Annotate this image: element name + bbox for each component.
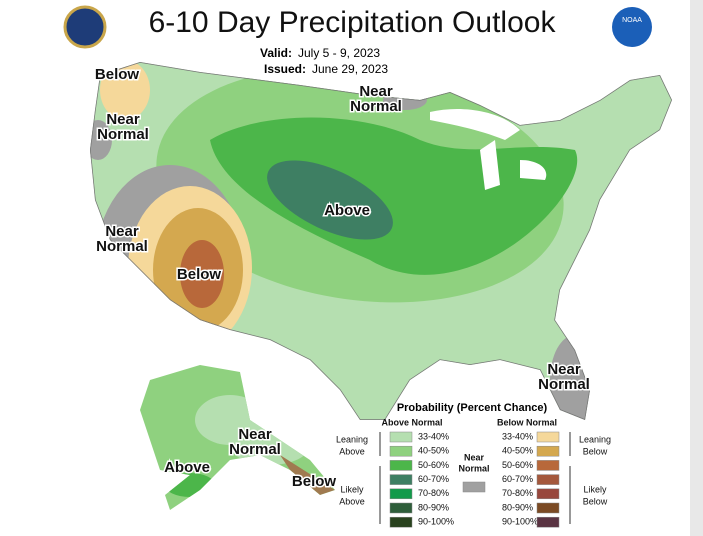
legend-swatch <box>536 474 560 485</box>
map-label: Near <box>105 223 139 240</box>
map-label: Normal <box>96 238 148 255</box>
legend-swatch <box>389 431 413 443</box>
legend-label: 80-90% <box>418 502 449 512</box>
valid-dates: July 5 - 9, 2023 <box>298 46 380 60</box>
legend-label: 50-60% <box>502 460 533 470</box>
title: 6-10 Day Precipitation Outlook <box>149 6 557 39</box>
legend-swatch <box>389 460 413 471</box>
conus-map <box>90 62 672 420</box>
legend-label: 60-70% <box>502 474 533 484</box>
map-label: Above <box>164 459 210 476</box>
legend-group: Above <box>339 496 365 506</box>
legend-group: Leaning <box>336 434 368 444</box>
valid-label: Valid: <box>260 46 292 60</box>
legend-label: 80-90% <box>502 502 533 512</box>
noaa-logo-text: NOAA <box>622 17 642 24</box>
legend-swatch <box>462 481 486 493</box>
legend-label: 60-70% <box>418 474 449 484</box>
legend-label: 33-40% <box>502 431 533 441</box>
legend-swatch <box>389 488 413 500</box>
legend-label: 70-80% <box>418 488 449 498</box>
commerce-logo <box>63 5 107 49</box>
legend-below-header: Below Normal <box>497 417 557 427</box>
legend-group: Likely <box>340 484 364 494</box>
legend-title: Probability (Percent Chance) <box>397 402 548 414</box>
legend-group: Leaning <box>579 434 611 444</box>
legend-swatch <box>536 445 560 457</box>
map-label: Below <box>292 473 337 490</box>
map-label: Near <box>238 426 272 443</box>
noaa-logo <box>612 7 652 47</box>
legend-above-header: Above Normal <box>381 417 442 427</box>
legend-group: Below <box>583 496 608 506</box>
legend-label: 40-50% <box>502 446 533 456</box>
map-label: Near <box>106 111 140 128</box>
map-label: Normal <box>350 98 402 115</box>
legend-swatch <box>389 502 413 514</box>
dynamic-layer: BelowNearNormalNearNormalAboveNearNormal… <box>93 64 611 528</box>
map-label: Below <box>95 66 140 83</box>
map-label: Above <box>324 202 370 219</box>
legend-swatch <box>536 502 560 514</box>
legend-swatch <box>536 431 560 443</box>
issued-date: June 29, 2023 <box>312 62 388 76</box>
legend-label: 33-40% <box>418 431 449 441</box>
legend-near-normal: Near <box>464 452 485 462</box>
legend-swatch <box>389 445 413 457</box>
legend-group: Above <box>339 446 365 456</box>
legend-swatch <box>389 516 413 528</box>
legend-label: 90-100% <box>502 517 538 527</box>
legend-swatch <box>536 516 560 528</box>
legend-swatch <box>536 460 560 471</box>
legend-label: 70-80% <box>502 488 533 498</box>
issued-label: Issued: <box>264 62 306 76</box>
legend-group: Below <box>583 446 608 456</box>
legend-group: Likely <box>583 484 607 494</box>
legend-swatch <box>536 488 560 500</box>
legend-label: 50-60% <box>418 460 449 470</box>
map-label: Normal <box>229 441 281 458</box>
map-label: Normal <box>538 376 590 393</box>
map-label: Near <box>359 83 393 100</box>
map-label: Below <box>177 266 222 283</box>
legend-swatch <box>389 474 413 485</box>
legend-label: 90-100% <box>418 517 454 527</box>
legend-near-normal: Normal <box>458 463 489 473</box>
map-label: Near <box>547 361 581 378</box>
page-edge <box>690 0 703 536</box>
legend-label: 40-50% <box>418 446 449 456</box>
map-label: Normal <box>97 126 149 143</box>
